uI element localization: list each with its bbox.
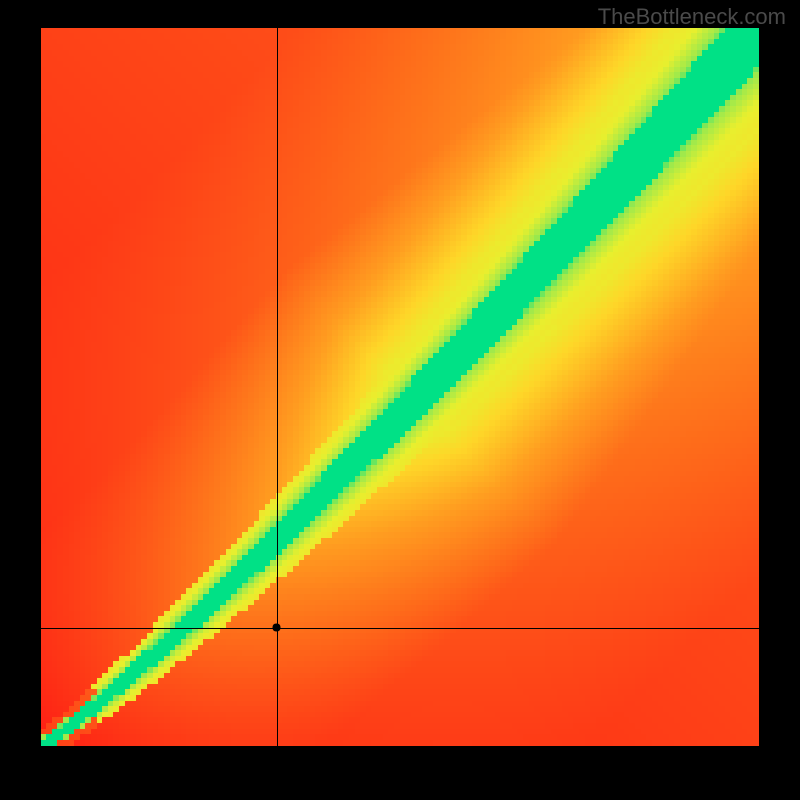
- watermark-text: TheBottleneck.com: [598, 4, 786, 30]
- heatmap-plot-area: [41, 28, 759, 746]
- bottleneck-heatmap-canvas: [41, 28, 759, 746]
